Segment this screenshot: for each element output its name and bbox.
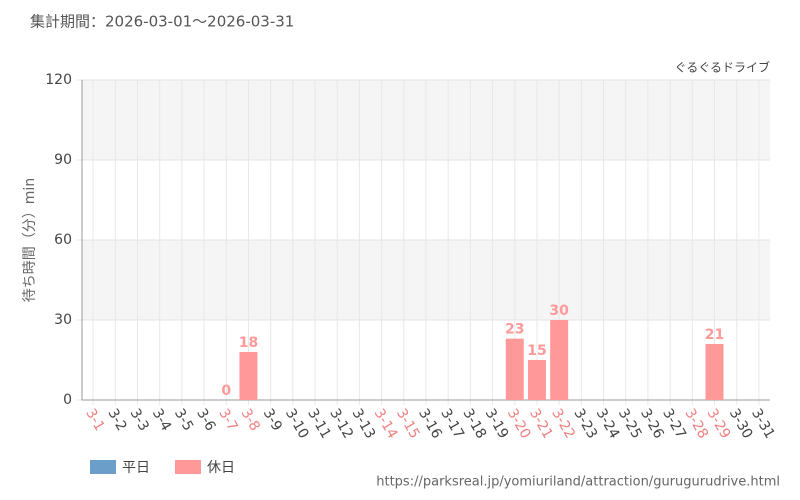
y-tick-label: 0 xyxy=(63,392,72,408)
legend-swatch xyxy=(90,460,116,474)
x-tick-label: 3-5 xyxy=(171,406,196,434)
legend-label: 平日 xyxy=(122,460,150,476)
bar xyxy=(550,320,569,400)
x-tick-label: 3-3 xyxy=(127,406,152,434)
x-tick-label: 3-2 xyxy=(104,406,129,434)
data-label: 21 xyxy=(705,327,724,343)
y-tick-label: 90 xyxy=(54,152,72,168)
chart-title: 集計期間：2026-03-01～2026-03-31 xyxy=(30,13,294,31)
data-label: 0 xyxy=(221,383,231,399)
bar xyxy=(505,338,524,400)
x-tick-label: 3-1 xyxy=(82,406,107,434)
bar xyxy=(239,352,258,400)
bar xyxy=(705,344,724,400)
y-tick-label: 120 xyxy=(45,72,72,88)
y-tick-label: 60 xyxy=(54,232,72,248)
data-label: 18 xyxy=(239,335,258,351)
data-label: 15 xyxy=(527,343,546,359)
legend-swatch xyxy=(175,460,201,474)
y-tick-label: 30 xyxy=(54,312,72,328)
x-tick-label: 3-6 xyxy=(193,406,218,434)
y-axis-label: 待ち時間（分）min xyxy=(22,178,38,302)
x-tick-label: 3-31 xyxy=(748,406,778,442)
chart-subtitle: ぐるぐるドライブ xyxy=(674,60,770,75)
bar xyxy=(527,360,546,400)
x-tick-label: 3-8 xyxy=(238,406,263,434)
data-label: 23 xyxy=(505,322,524,338)
x-tick-label: 3-9 xyxy=(260,406,285,434)
data-label: 30 xyxy=(549,303,569,319)
x-tick-label: 3-7 xyxy=(215,406,240,434)
footer: https://parksreal.jp/yomiuriland/attract… xyxy=(376,475,780,490)
legend-label: 休日 xyxy=(207,460,235,476)
x-tick-label: 3-4 xyxy=(149,406,174,434)
